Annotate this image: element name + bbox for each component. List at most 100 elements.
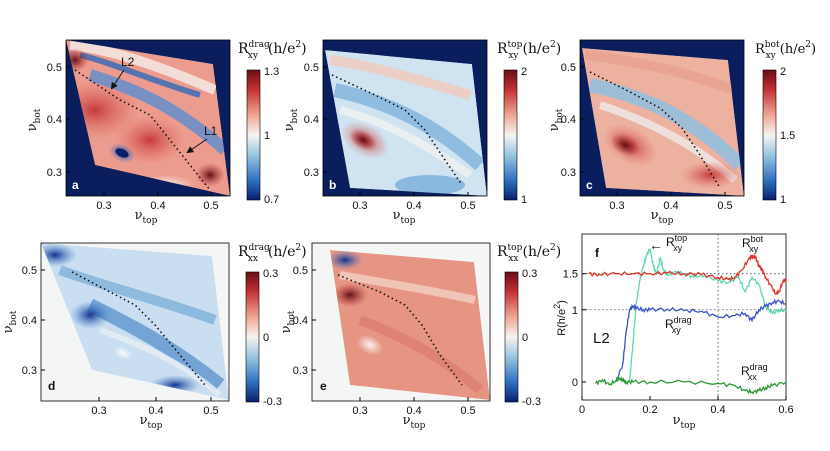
series-line-r-xx-drag (595, 375, 787, 395)
colorbar-tick: 0.3 (263, 268, 278, 280)
x-tick: 0.5 (203, 200, 218, 212)
y-axis-label: νbot (279, 310, 297, 333)
y-tick: 0.5 (47, 62, 62, 74)
x-tick: 0.4 (663, 200, 678, 212)
colorbar (246, 69, 261, 201)
axes-frame (65, 39, 231, 197)
x-axis-label: νtop (673, 413, 696, 431)
x-axis-label: νtop (140, 413, 163, 431)
panel-a: 0.3 0.4 0.5 0.5 0.4 0.3 νtop νbot a L2 L… (25, 39, 307, 226)
y-tick: 0.3 (561, 167, 576, 179)
panel-letter: c (586, 178, 593, 192)
colorbar-tick: -0.3 (263, 396, 282, 408)
x-axis-label: νtop (403, 413, 426, 431)
y-tick: 0.5 (561, 62, 576, 74)
y-axis-label: νbot (547, 108, 565, 131)
colorbar-tick: -0.3 (522, 396, 541, 408)
colorbar (762, 69, 777, 201)
y-tick: 1 (572, 305, 578, 317)
x-tick: 0.3 (91, 405, 106, 417)
y-tick: 0.5 (22, 265, 37, 277)
y-tick: 0.5 (304, 62, 319, 74)
tick-group: 0 0.2 0.4 0.6 1.5 1 0 (563, 269, 794, 416)
y-tick: 0.3 (47, 167, 62, 179)
panel-b: 0.3 0.4 0.5 0.5 0.4 0.3 νtop νbot b 2 1 … (282, 39, 561, 226)
y-tick: 0.4 (304, 114, 319, 126)
colorbar-title: Rtop xy (h/e2) (497, 40, 561, 61)
colorbar-tick: 1 (521, 194, 527, 206)
x-tick: 0.3 (352, 405, 367, 417)
x-tick: 0.3 (352, 200, 367, 212)
y-axis-label: νbot (1, 310, 19, 333)
x-tick: 0.5 (717, 200, 732, 212)
panel-letter: e (320, 379, 327, 393)
dotted-line (337, 274, 463, 386)
axes-frame (579, 39, 745, 197)
colorbar (503, 69, 518, 201)
colorbar-tick: 1 (780, 194, 786, 206)
x-tick: 0.6 (778, 404, 793, 416)
dotted-line (589, 71, 721, 189)
panel-letter: f (595, 246, 600, 260)
y-axis-label: νbot (25, 108, 43, 131)
colorbar-tick: 0 (522, 332, 528, 344)
panel-e: 0.3 0.4 0.5 0.5 0.4 0.3 νtop νbot e 0.3 … (279, 242, 561, 431)
colorbar-tick: 1.3 (264, 66, 279, 78)
series-group (588, 248, 787, 395)
colorbar-tick: 0.7 (264, 194, 279, 206)
x-tick: 0.4 (406, 405, 421, 417)
colorbar-tick: 1 (264, 130, 270, 142)
annotation-l2-arrow (110, 69, 125, 90)
colorbar-tick: 1.5 (780, 130, 795, 142)
colorbar-title: Rbot xy (h/e2) (755, 40, 816, 61)
panel-letter: a (72, 178, 79, 192)
series-label-bot: Rbot xy (742, 234, 764, 254)
x-tick: 0.4 (406, 200, 421, 212)
y-tick: 0.3 (22, 365, 37, 377)
panel-letter: d (48, 379, 55, 393)
dotted-line (71, 271, 206, 386)
colorbar (504, 271, 519, 403)
y-tick: 0.3 (304, 167, 319, 179)
axes-frame (40, 242, 230, 402)
plot-frame (581, 233, 787, 401)
panel-d: 0.3 0.4 0.5 0.5 0.4 0.3 νtop νbot d 0.3 … (1, 242, 307, 431)
y-tick: 0.4 (293, 315, 308, 327)
y-tick: 0.4 (22, 315, 37, 327)
axes-frame (322, 39, 488, 197)
colorbar-tick: 2 (780, 66, 786, 78)
y-axis-label: R(h/e2) (552, 300, 568, 336)
x-axis-label: νtop (393, 208, 416, 226)
series-line-r-xy-bot (588, 253, 787, 295)
annotation-l1: L1 (204, 124, 218, 138)
x-tick: 0.5 (460, 200, 475, 212)
line-label-l2: L2 (593, 330, 610, 347)
y-tick: 0.5 (293, 265, 308, 277)
y-tick: 0.4 (561, 114, 576, 126)
annotation-l1-arrow (186, 138, 208, 154)
x-tick: 0.4 (710, 404, 725, 416)
y-axis-label: νbot (282, 108, 300, 131)
colorbar-tick: 0 (263, 332, 269, 344)
series-line-r-xy-top (628, 248, 787, 383)
colorbar-tick: 0.3 (522, 268, 537, 280)
series-label-drag-xx: Rdrag xx (741, 362, 768, 382)
x-tick: 0.5 (460, 405, 475, 417)
series-label-top: Rtop xy (666, 233, 687, 253)
x-tick: 0.4 (150, 200, 165, 212)
colorbar-title: Rtop xx (h/e2) (497, 243, 561, 264)
dotted-line (331, 74, 463, 186)
y-tick: 0 (572, 377, 578, 389)
panel-f: 0 0.2 0.4 0.6 1.5 1 0 f L2 R(h/e2) νtop Rtop xy… (552, 233, 794, 431)
colorbar-title: Rdrag xx (h/e2) (238, 243, 307, 264)
y-tick: 0.4 (47, 114, 62, 126)
dotted-line (74, 69, 211, 191)
series-line-r-xy-drag (615, 298, 786, 383)
x-tick: 0.4 (148, 405, 163, 417)
x-tick: 0 (579, 404, 585, 416)
x-tick: 0.3 (96, 200, 111, 212)
x-axis-label: νtop (651, 208, 674, 226)
x-tick: 0.3 (609, 200, 624, 212)
panel-letter: b (329, 178, 336, 192)
